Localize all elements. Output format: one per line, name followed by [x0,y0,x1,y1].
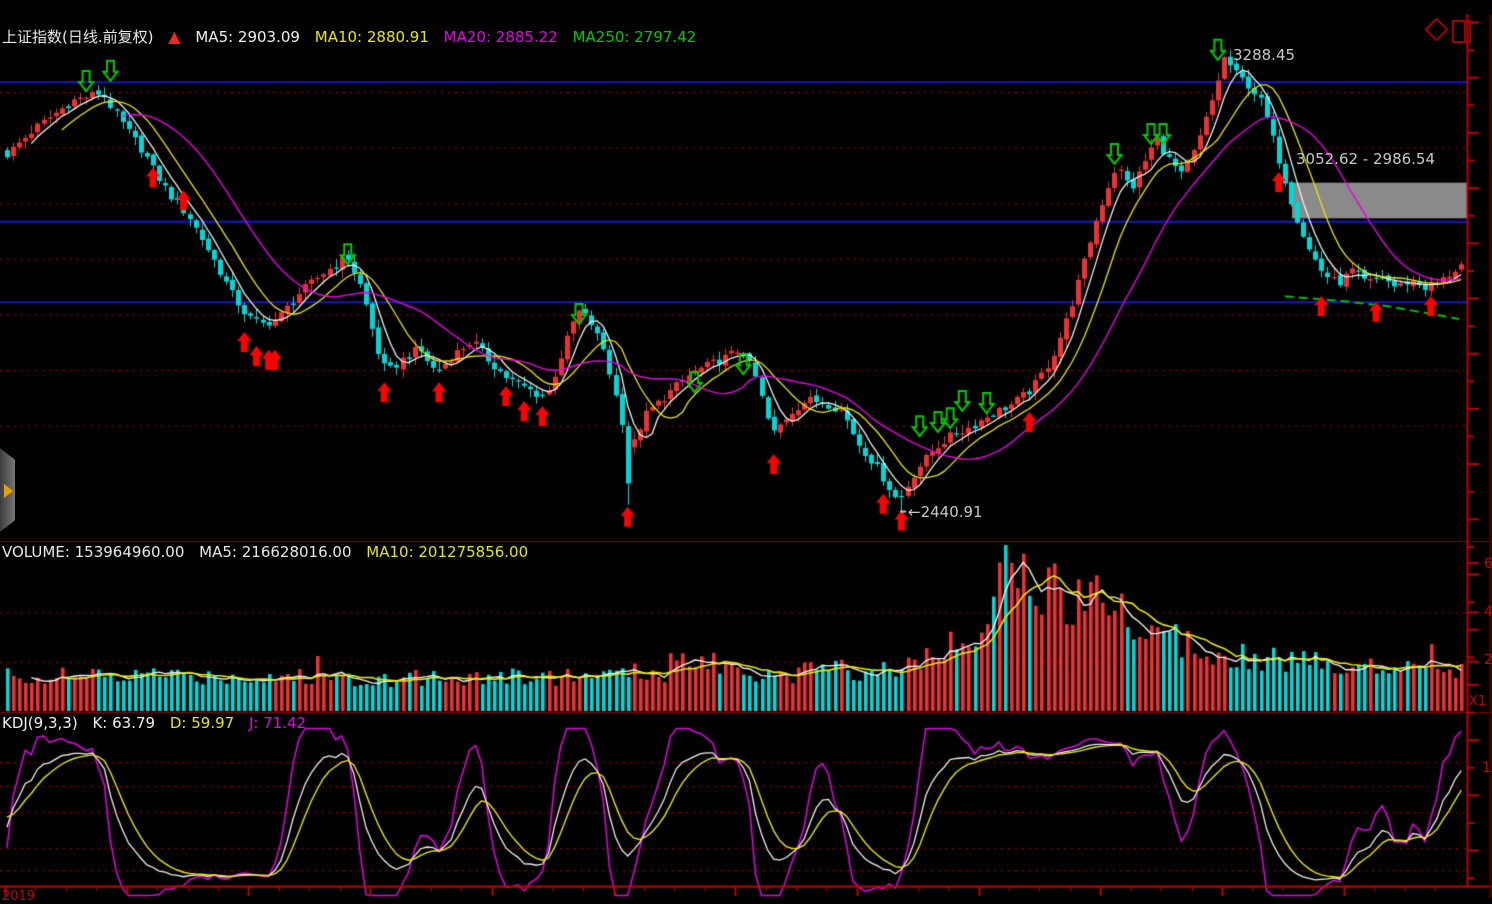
left-panel-handle[interactable] [0,448,15,532]
split-window-icon[interactable] [1452,20,1471,43]
expand-arrow-icon [4,484,13,498]
